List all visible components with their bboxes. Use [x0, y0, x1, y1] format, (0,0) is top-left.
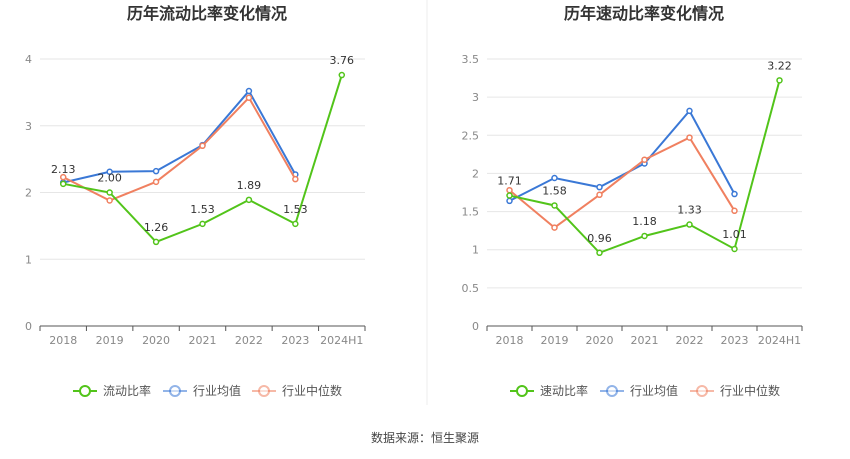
legend-marker	[169, 385, 181, 397]
data-point	[551, 174, 558, 182]
data-label: 1.01	[722, 228, 747, 241]
legend-marker	[79, 385, 91, 397]
x-tick-label: 2022	[676, 334, 704, 347]
data-label: 1.71	[497, 175, 522, 188]
x-tick-label: 2020	[142, 334, 170, 347]
data-point	[776, 77, 783, 84]
data-point	[245, 94, 253, 101]
source-note: 数据来源：恒生聚源	[371, 430, 479, 445]
legend-label: 行业均值	[630, 383, 678, 398]
data-label: 2.00	[97, 172, 122, 185]
y-tick-label: 4	[25, 53, 32, 66]
data-point	[506, 192, 513, 199]
y-tick-label: 3	[472, 91, 479, 104]
data-point	[686, 221, 693, 228]
data-point	[596, 249, 603, 257]
x-tick-label: 2021	[631, 334, 659, 347]
y-tick-label: 1.5	[462, 206, 480, 219]
y-tick-label: 2	[472, 167, 479, 180]
data-point	[506, 197, 513, 205]
x-tick-label: 2023	[281, 334, 309, 347]
y-tick-label: 0	[472, 320, 479, 333]
data-point	[292, 220, 299, 228]
chart-title: 历年速动比率变化情况	[564, 4, 724, 23]
series-line	[63, 74, 343, 244]
data-point	[59, 180, 67, 188]
data-point	[199, 142, 206, 150]
x-tick-label: 2019	[541, 334, 569, 347]
y-tick-label: 2.5	[462, 129, 480, 142]
y-tick-label: 3.5	[462, 53, 480, 66]
legend-marker	[516, 385, 528, 397]
data-point	[506, 186, 513, 194]
data-point	[292, 175, 299, 183]
data-label: 0.96	[587, 232, 612, 245]
data-label: 1.26	[144, 221, 169, 234]
data-point	[106, 197, 113, 204]
series-line	[62, 96, 297, 202]
x-tick-label: 2023	[721, 334, 749, 347]
series-line	[509, 109, 736, 202]
legend-marker	[606, 385, 618, 397]
legend-label: 行业均值	[193, 383, 241, 398]
data-label: 1.33	[677, 204, 702, 217]
series-line	[62, 89, 297, 184]
legend-marker	[696, 385, 708, 397]
y-tick-label: 0	[25, 320, 32, 333]
y-tick-label: 1	[472, 244, 479, 257]
legend-label: 行业中位数	[282, 383, 342, 398]
series-line	[508, 136, 736, 229]
data-point	[152, 178, 160, 186]
data-point	[152, 167, 160, 175]
data-point	[106, 189, 113, 196]
y-tick-label: 2	[25, 187, 32, 200]
data-point	[245, 196, 253, 204]
data-label: 1.89	[237, 179, 262, 192]
x-tick-label: 2024H1	[758, 334, 801, 347]
y-tick-label: 1	[25, 253, 32, 266]
data-point	[199, 220, 206, 228]
x-tick-label: 2018	[49, 334, 77, 347]
data-point	[731, 245, 738, 253]
x-tick-label: 2021	[189, 334, 217, 347]
data-label: 2.13	[51, 163, 76, 176]
data-point	[106, 168, 113, 176]
data-point	[731, 190, 738, 198]
data-point	[59, 173, 67, 181]
x-tick-label: 2024H1	[320, 334, 363, 347]
data-point	[731, 207, 738, 215]
data-point	[551, 224, 558, 231]
x-tick-label: 2020	[586, 334, 614, 347]
x-tick-label: 2019	[96, 334, 124, 347]
data-label: 1.53	[190, 203, 215, 216]
legend-label: 速动比率	[540, 383, 588, 398]
data-point	[338, 71, 346, 79]
legend-label: 流动比率	[103, 383, 151, 398]
data-label: 1.18	[632, 215, 657, 228]
legend-marker	[258, 385, 270, 397]
legend-label: 行业中位数	[720, 383, 780, 398]
data-label: 3.76	[330, 54, 355, 67]
data-label: 1.53	[283, 203, 308, 216]
data-label: 3.22	[767, 59, 792, 72]
y-tick-label: 0.5	[462, 282, 480, 295]
y-tick-label: 3	[25, 120, 32, 133]
chart-title: 历年流动比率变化情况	[127, 4, 287, 23]
data-point	[641, 232, 648, 240]
data-point	[596, 191, 603, 199]
x-tick-label: 2018	[496, 334, 524, 347]
data-point	[641, 156, 648, 163]
data-point	[596, 183, 603, 191]
data-point	[152, 238, 160, 246]
data-point	[551, 202, 558, 209]
data-point	[245, 87, 253, 95]
data-point	[686, 134, 693, 141]
data-point	[686, 107, 693, 115]
x-tick-label: 2022	[235, 334, 263, 347]
data-label: 1.58	[542, 184, 567, 197]
